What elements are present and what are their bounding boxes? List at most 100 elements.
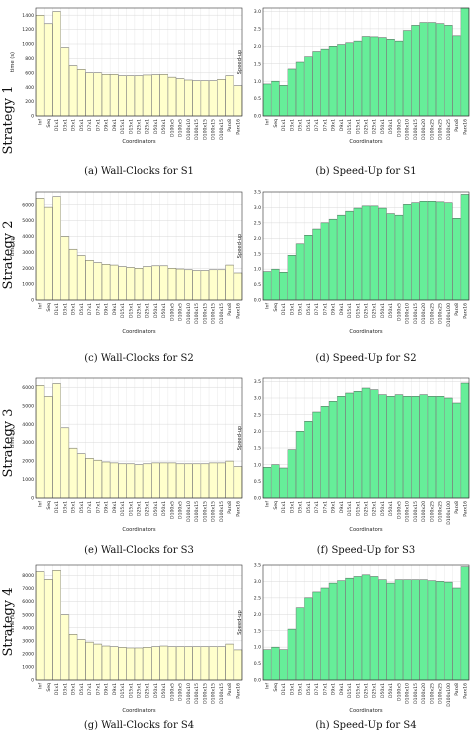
x-tick-label: D50x1 [153, 501, 159, 516]
bar [217, 269, 226, 301]
x-tick-label: D25x1 [372, 303, 378, 318]
x-tick-label: Parx16 [462, 501, 468, 517]
y-tick-label: 2.0 [254, 429, 261, 435]
y-axis-label: time (s) [10, 236, 16, 256]
x-tick-label: D15x1 [120, 119, 126, 134]
x-tick-label: Parx8 [227, 683, 233, 696]
panel-caption: (e) Wall-Clocks for S3 [84, 545, 194, 556]
x-tick-label: D100x15 [194, 683, 200, 704]
row-label-strategy-1: Strategy 1 [1, 85, 16, 154]
x-tick-label: D50x1 [388, 303, 394, 318]
bar [435, 396, 445, 499]
x-tick-label: D25x1 [372, 683, 378, 698]
bar [444, 202, 453, 301]
bar [345, 42, 354, 117]
bar [200, 80, 210, 117]
bar [93, 72, 103, 117]
bar [394, 40, 404, 117]
x-tick-label: D25x1 [364, 119, 370, 134]
bar [435, 201, 445, 301]
x-tick-label: D25x1 [145, 683, 151, 698]
x-tick-label: D100x15 [202, 119, 208, 140]
x-tick-label: D100x10 [186, 119, 192, 140]
x-tick-label: D15x1 [355, 303, 361, 318]
x-tick-label: D100x100 [446, 501, 452, 525]
x-tick-label: D5x1 [79, 683, 85, 695]
bar [444, 25, 453, 117]
x-tick-label: D3x1 [62, 119, 68, 131]
plot-frame [35, 191, 243, 301]
bar [378, 579, 387, 681]
x-tick-label: D100x10 [405, 501, 411, 522]
bar [101, 645, 111, 681]
x-tick-label: D100x15 [219, 501, 225, 522]
y-tick-label: 1000 [22, 665, 34, 671]
bar [460, 7, 470, 117]
x-tick-label: Parx8 [454, 303, 460, 316]
y-tick-label: 1.5 [254, 628, 261, 634]
bar [143, 266, 152, 301]
bar [444, 397, 453, 499]
row-label-strategy-4: Strategy 4 [1, 587, 16, 656]
x-tick-label: D100x5 [178, 119, 184, 137]
bar [271, 464, 280, 499]
bar [110, 264, 119, 301]
x-tick-label: D100x25 [446, 119, 452, 140]
x-tick-label: D100x15 [219, 683, 225, 704]
bar [295, 243, 305, 301]
x-tick-label: D15x1 [128, 303, 134, 318]
x-tick-label: D100x25 [438, 501, 444, 522]
y-tick-label: 3.0 [254, 9, 261, 15]
bar [370, 389, 379, 499]
x-tick-label: Seq [46, 119, 52, 128]
x-tick-label: D100x5 [178, 683, 184, 701]
x-tick-label: D100x25 [438, 119, 444, 140]
bar [320, 48, 330, 117]
x-axis-label: Coordinators [349, 139, 383, 145]
x-tick-label: D100x15 [194, 501, 200, 522]
bar [175, 268, 185, 301]
y-tick-label: 5000 [22, 218, 34, 224]
x-tick-label: D5x1 [298, 303, 304, 315]
x-tick-label: D9x1 [104, 119, 110, 131]
bar [304, 234, 313, 301]
bar [312, 411, 321, 499]
x-tick-label: D15x1 [347, 303, 353, 318]
x-tick-label: Inf [38, 303, 44, 309]
y-axis-label: time (s) [10, 52, 16, 72]
bar [271, 268, 280, 301]
x-tick-label: D100x15 [413, 683, 419, 704]
bar [52, 570, 61, 681]
bar [287, 449, 297, 499]
x-tick-label: D25x1 [364, 501, 370, 516]
bar [68, 65, 78, 117]
x-tick-label: D9x1 [112, 683, 118, 695]
x-tick-label: D25x1 [137, 683, 143, 698]
x-tick-label: Inf [38, 119, 44, 125]
x-tick-label: D100x20 [421, 501, 427, 522]
bar [295, 431, 305, 499]
bar [402, 30, 412, 117]
x-tick-label: D25x1 [137, 303, 143, 318]
bar [378, 207, 387, 301]
x-tick-label: D5x1 [71, 501, 77, 513]
bar [370, 576, 379, 681]
x-tick-label: D100x15 [202, 501, 208, 522]
bar [101, 74, 111, 117]
bar [337, 214, 346, 301]
x-tick-label: D100x15 [219, 303, 225, 324]
bar [143, 74, 152, 117]
bar [35, 571, 45, 681]
y-axis-label: Speed-up [237, 425, 243, 450]
x-tick-label: D100x10 [186, 303, 192, 324]
bar [208, 269, 218, 301]
bar [225, 460, 234, 499]
bar [118, 463, 127, 499]
bar [460, 382, 470, 499]
bar [394, 214, 404, 301]
bar [271, 646, 280, 681]
x-tick-label: D9x1 [339, 501, 345, 513]
y-tick-label: 0.0 [254, 298, 261, 304]
